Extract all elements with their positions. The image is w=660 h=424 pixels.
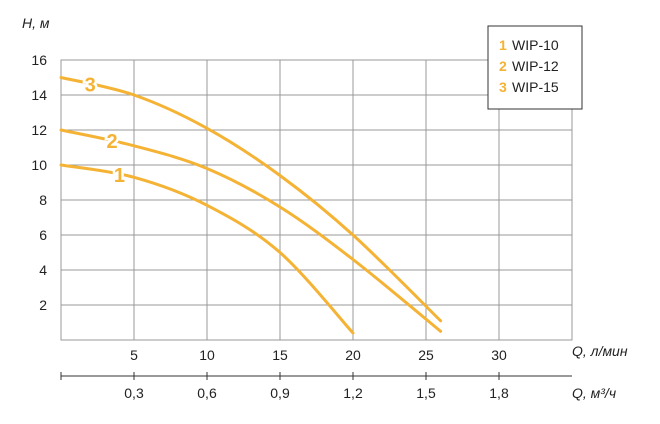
y-tick-label: 8 [39, 192, 47, 208]
y-tick-label: 14 [31, 87, 47, 103]
curve-label-2: 2 [107, 131, 118, 153]
x-tick-label: 10 [199, 347, 215, 363]
curves [59, 76, 443, 335]
y-tick-label: 4 [39, 262, 47, 278]
x-tick-label: 5 [130, 347, 138, 363]
legend-label-2: WIP-12 [512, 58, 559, 74]
curve-label-3: 3 [85, 75, 96, 97]
legend-box [487, 25, 583, 110]
x-secondary-tick-label: 0,9 [270, 385, 290, 401]
x-secondary-tick-label: 1,8 [489, 385, 509, 401]
x-tick-label: 30 [491, 347, 507, 363]
x-axis-title: Q, л/мин [572, 343, 628, 359]
y-tick-label: 2 [39, 297, 47, 313]
x-secondary-tick-label: 1,5 [416, 385, 436, 401]
series-line-WIP-12 [59, 128, 443, 333]
x-axis-title-secondary: Q, м³/ч [572, 385, 616, 401]
y-tick-label: 16 [31, 52, 47, 68]
legend-label-3: WIP-15 [512, 79, 559, 95]
y-tick-label: 6 [39, 227, 47, 243]
x-secondary-tick-label: 0,6 [197, 385, 217, 401]
legend-label-1: WIP-10 [512, 37, 559, 53]
legend-number-1: 1 [499, 37, 507, 53]
y-tick-label: 12 [31, 122, 47, 138]
x-secondary-tick-label: 0,3 [124, 385, 144, 401]
x-tick-label: 15 [272, 347, 288, 363]
x-tick-label: 25 [418, 347, 434, 363]
y-tick-label: 10 [31, 157, 47, 173]
series-line-WIP-10 [59, 163, 355, 335]
series-line-WIP-15 [59, 76, 443, 323]
curve-label-1: 1 [114, 165, 125, 187]
legend-number-2: 2 [499, 58, 507, 74]
x-secondary-tick-label: 1,2 [343, 385, 363, 401]
legend-number-3: 3 [499, 79, 507, 95]
legend: 1 WIP-10 2 WIP-12 3 WIP-15 [487, 25, 583, 110]
x-tick-label: 20 [345, 347, 361, 363]
y-axis-title: H, м [22, 15, 50, 31]
